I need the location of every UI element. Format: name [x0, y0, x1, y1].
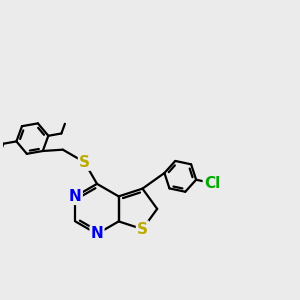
Text: N: N — [91, 226, 103, 242]
Text: N: N — [69, 189, 82, 204]
Text: Cl: Cl — [204, 176, 220, 190]
Text: S: S — [137, 222, 148, 237]
Text: S: S — [79, 155, 90, 170]
